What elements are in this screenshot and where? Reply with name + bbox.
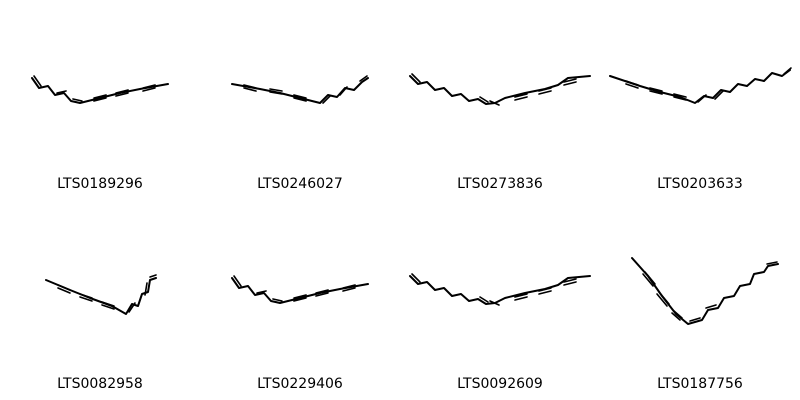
bond-lines [31,75,169,104]
molecule-id-label: LTS0229406 [257,376,343,392]
bond-lines [609,67,792,104]
bond-lines [409,73,591,106]
molecule-id-label: LTS0187756 [657,376,743,392]
molecule-structure [31,75,169,104]
bond-lines [409,273,591,306]
molecule-cell: LTS0187756 [600,200,800,400]
molecule-structure [631,257,779,325]
molecule-structure [409,73,591,106]
molecule-cell: LTS0273836 [400,0,600,200]
molecule-structure [231,275,369,304]
molecule-structure [609,67,792,104]
molecule-cell: LTS0246027 [200,0,400,200]
molecule-id-label: LTS0189296 [57,176,143,192]
bond-lines [231,75,369,104]
bond-lines [631,257,779,325]
molecule-cell: LTS0203633 [600,0,800,200]
molecule-id-label: LTS0082958 [57,376,143,392]
molecule-id-label: LTS0246027 [257,176,343,192]
molecule-id-label: LTS0092609 [457,376,543,392]
molecule-structure [231,75,369,104]
molecule-structure [409,273,591,306]
molecule-cell: LTS0229406 [200,200,400,400]
molecule-cell: LTS0189296 [0,0,200,200]
molecule-id-label: LTS0273836 [457,176,543,192]
bond-lines [231,275,369,304]
molecule-structure [45,274,157,315]
molecule-cell: LTS0092609 [400,200,600,400]
bond-lines [45,274,157,315]
molecule-id-label: LTS0203633 [657,176,743,192]
molecule-cell: LTS0082958 [0,200,200,400]
